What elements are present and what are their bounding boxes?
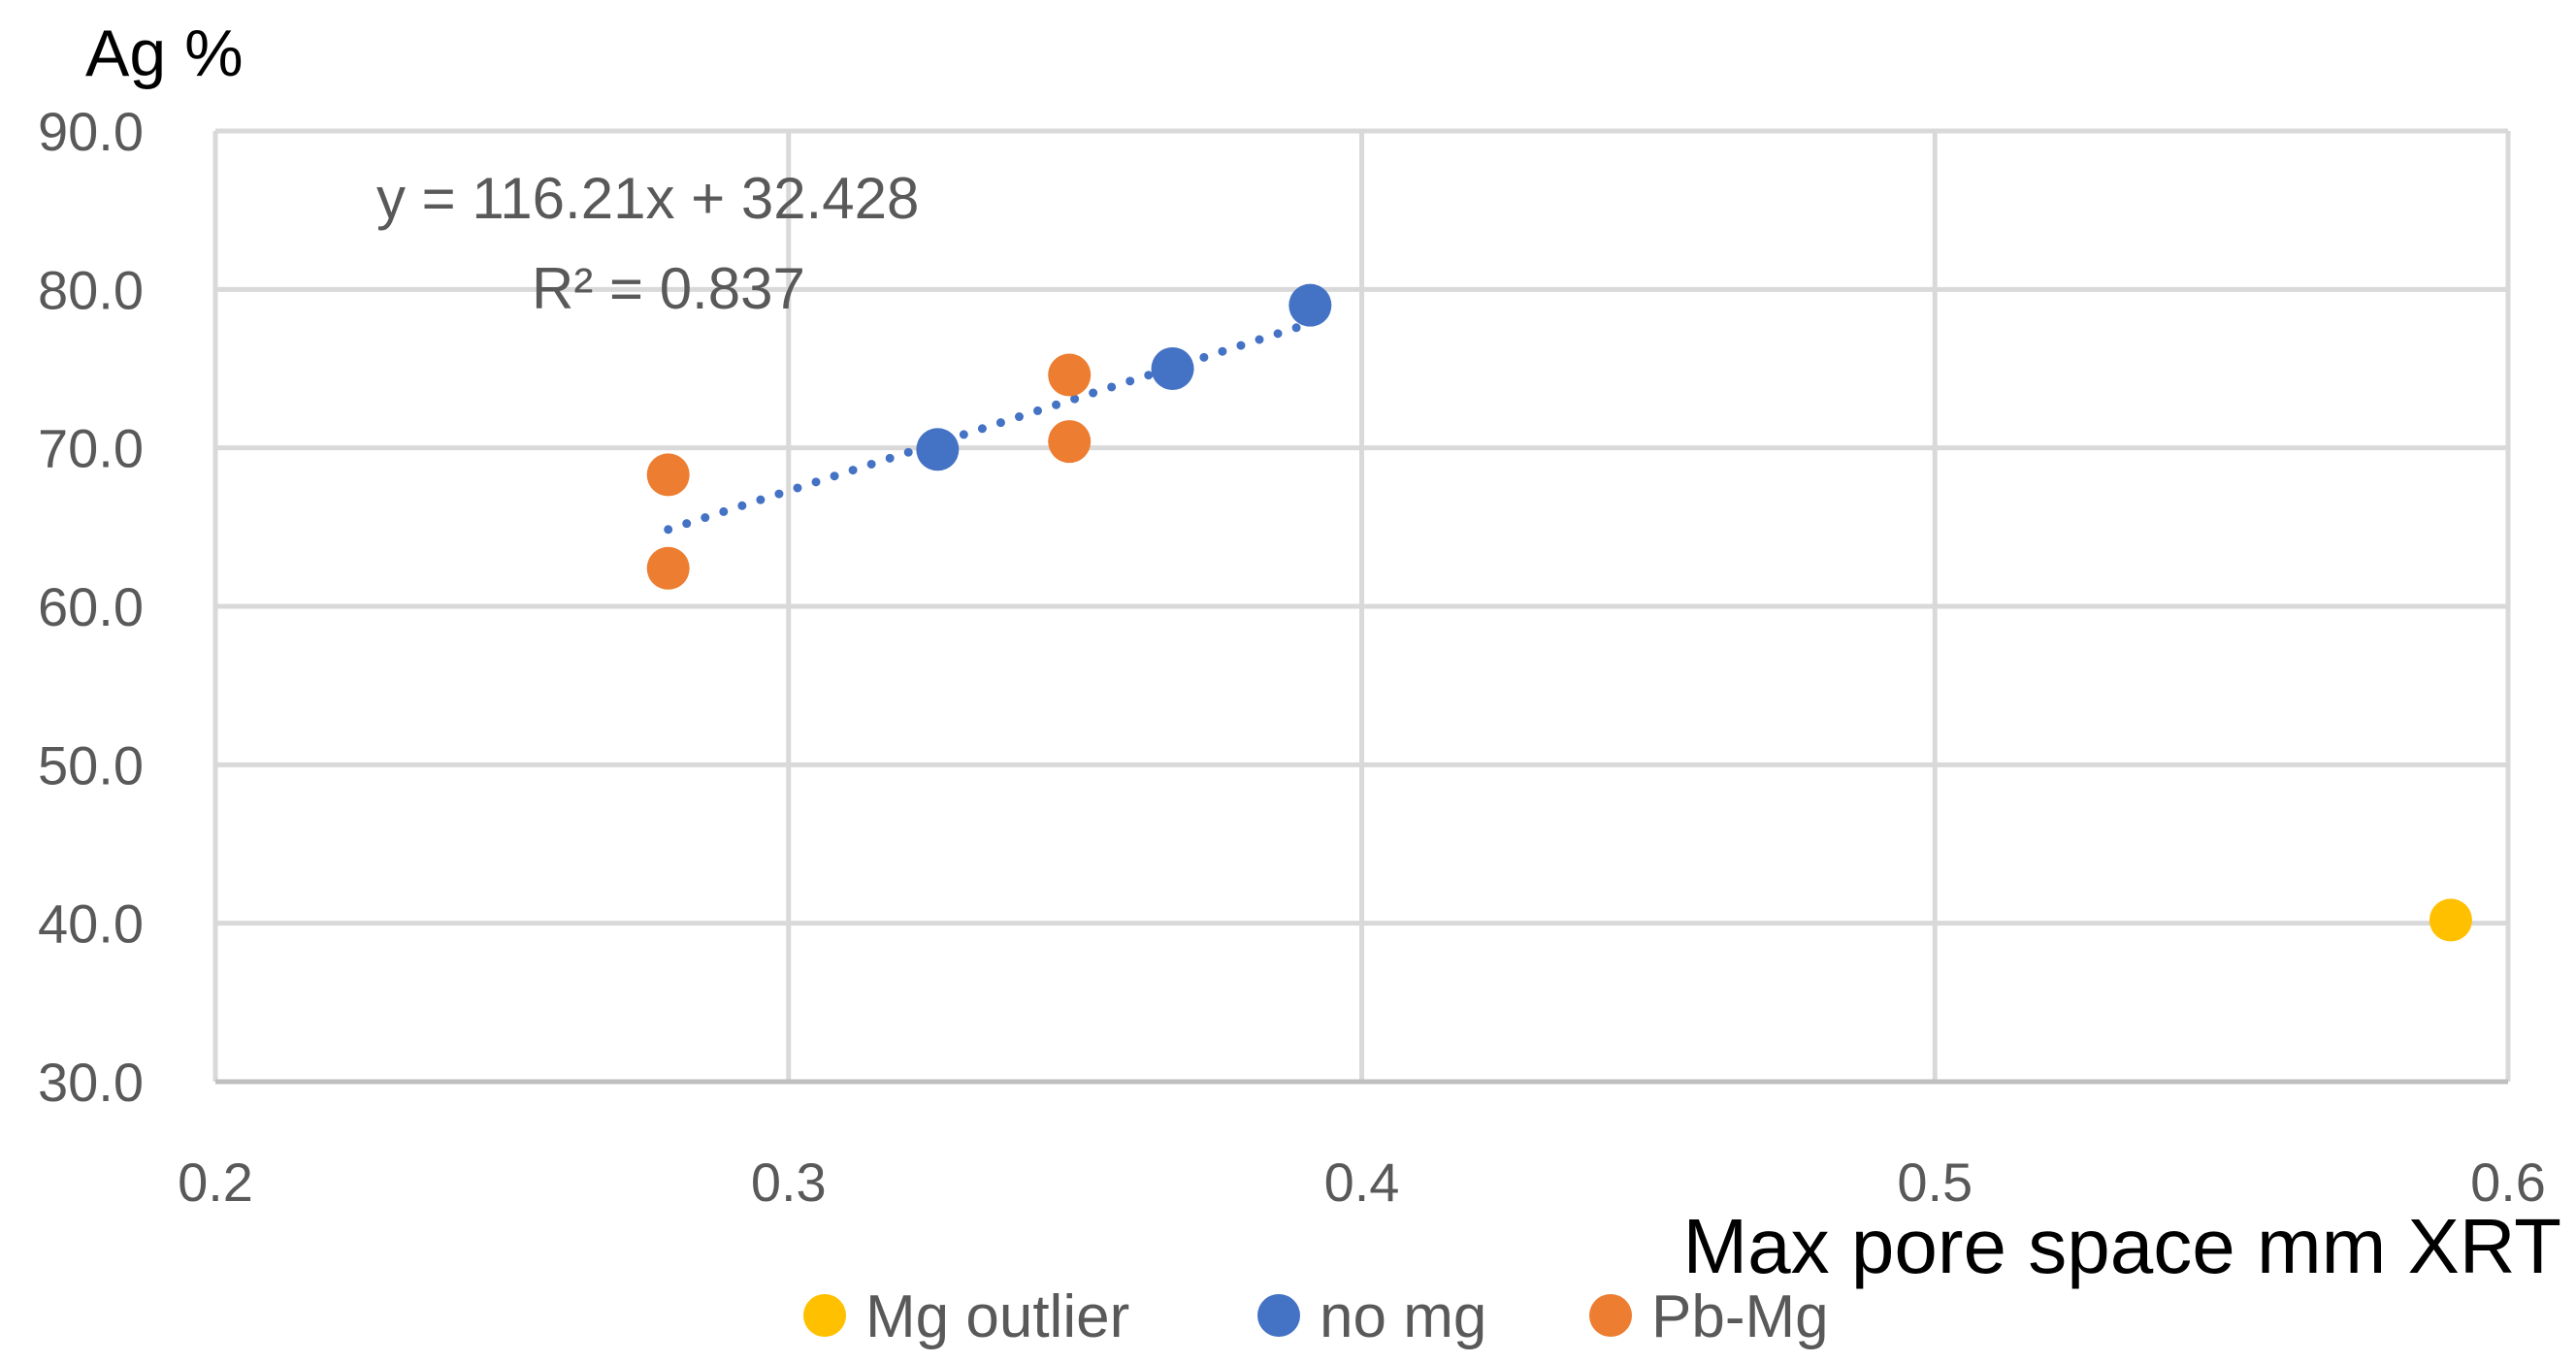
- point-pb-mg: [646, 546, 690, 590]
- point-mg-outlier: [2429, 898, 2472, 942]
- y-tick-label: 50.0: [38, 734, 144, 795]
- point-no-mg: [1288, 283, 1332, 327]
- y-tick-label: 80.0: [38, 259, 144, 320]
- point-pb-mg: [1048, 353, 1092, 397]
- grid: [215, 128, 2511, 1082]
- axes: [212, 131, 2508, 1085]
- x-tick-label: 0.4: [1324, 1152, 1400, 1213]
- y-tick-label: 90.0: [38, 101, 144, 162]
- x-tick-label: 0.3: [751, 1152, 827, 1213]
- legend-label-mg-outlier: Mg outlier: [865, 1283, 1129, 1350]
- y-tick-label: 70.0: [38, 418, 144, 479]
- legend-label-pb-mg: Pb-Mg: [1651, 1283, 1829, 1350]
- x-tick-label: 0.2: [178, 1152, 253, 1213]
- point-no-mg: [916, 428, 960, 471]
- y-tick-label: 60.0: [38, 576, 144, 637]
- trendline: [664, 318, 1315, 535]
- y-tick-label: 30.0: [38, 1052, 144, 1113]
- x-tick-label: 0.6: [2470, 1152, 2546, 1213]
- trendline-r-squared: R² = 0.837: [532, 256, 805, 321]
- data-points: [646, 283, 2472, 942]
- trendline-equation: y = 116.21x + 32.428: [376, 166, 919, 231]
- legend-label-no-mg: no mg: [1320, 1283, 1486, 1350]
- x-axis-label: Max pore space mm XRT: [1683, 1203, 2561, 1289]
- x-tick-labels: 0.2 0.3 0.4 0.5 0.6: [178, 1152, 2546, 1213]
- y-tick-labels: 30.0 40.0 50.0 60.0 70.0 80.0 90.0: [38, 101, 144, 1113]
- legend-marker-no-mg: [1257, 1294, 1300, 1337]
- point-pb-mg: [646, 453, 690, 497]
- legend-marker-pb-mg: [1589, 1294, 1632, 1337]
- trendline-layer: [664, 318, 1315, 535]
- y-axis-label: Ag %: [85, 16, 244, 90]
- legend-marker-mg-outlier: [803, 1294, 846, 1337]
- x-tick-label: 0.5: [1897, 1152, 1973, 1213]
- point-pb-mg: [1048, 420, 1092, 464]
- legend: Mg outlier no mg Pb-Mg: [803, 1283, 1829, 1350]
- y-tick-label: 40.0: [38, 893, 144, 955]
- point-no-mg: [1151, 347, 1194, 390]
